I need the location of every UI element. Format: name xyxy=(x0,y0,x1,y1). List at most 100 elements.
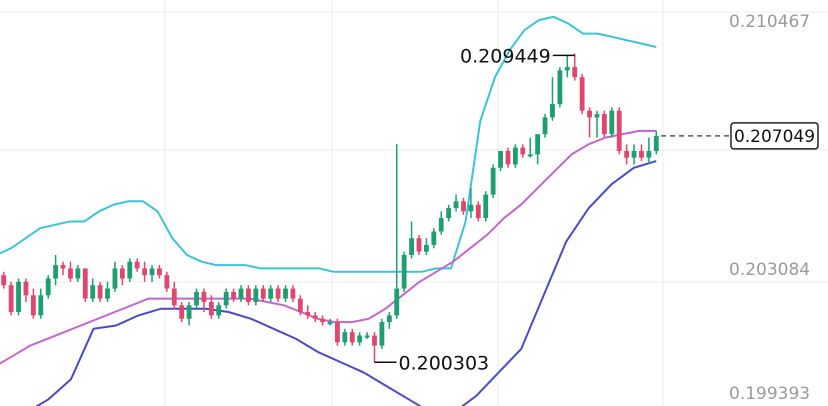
upper-band-line xyxy=(0,15,657,273)
candle-body xyxy=(23,281,29,296)
candle-body xyxy=(260,288,266,299)
candle-body xyxy=(275,288,281,299)
candle-body xyxy=(305,312,311,316)
low-annotation-label: 0.200303 xyxy=(398,352,489,374)
candle-body xyxy=(431,231,437,245)
middle-band-line xyxy=(0,129,657,365)
candle-body xyxy=(564,67,570,71)
candle-body xyxy=(394,288,400,316)
candle-body xyxy=(550,104,555,118)
candle-body xyxy=(134,261,140,269)
candle-body xyxy=(186,305,192,319)
candle-body xyxy=(208,301,214,316)
candle-body xyxy=(490,167,496,195)
candle-body xyxy=(142,268,148,276)
candle-body xyxy=(631,150,637,158)
candle-body xyxy=(535,134,541,155)
current-price-tag-box xyxy=(730,122,819,150)
candle-body xyxy=(231,291,237,299)
lower-band-line xyxy=(35,160,657,406)
candle-body xyxy=(45,278,51,296)
candle-body xyxy=(53,265,59,279)
candle-body xyxy=(327,322,333,325)
candle-body xyxy=(30,295,36,316)
candle-body xyxy=(201,291,207,302)
candle-body xyxy=(639,150,644,158)
candle-body xyxy=(75,268,81,279)
candle-body xyxy=(38,295,44,316)
candle-body xyxy=(416,238,422,252)
candle-body xyxy=(364,335,370,338)
candle-body xyxy=(290,288,296,299)
candle-body xyxy=(157,268,162,276)
candles-group xyxy=(1,53,659,363)
current-price-tag-label: 0.207049 xyxy=(734,127,815,147)
annotations: 0.209449 0.200303 xyxy=(374,45,575,374)
candle-body xyxy=(246,288,251,302)
candle-body xyxy=(512,147,518,165)
candle-body xyxy=(253,288,259,302)
candle-body xyxy=(1,275,7,286)
candle-body xyxy=(283,288,288,299)
candle-body xyxy=(483,194,489,219)
candle-body xyxy=(468,204,474,212)
candle-body xyxy=(579,77,585,111)
candle-body xyxy=(335,322,340,343)
candle-body xyxy=(268,288,274,299)
candle-body xyxy=(409,238,414,256)
candle-body xyxy=(179,305,185,319)
candle-body xyxy=(357,335,363,343)
candle-body xyxy=(164,275,170,289)
candle-body xyxy=(520,147,526,155)
candle-body xyxy=(453,201,459,209)
candle-body xyxy=(423,244,429,252)
candle-body xyxy=(646,150,652,158)
candle-body xyxy=(653,135,659,151)
candle-body xyxy=(527,154,533,157)
candle-body xyxy=(379,322,385,346)
candle-body xyxy=(16,281,21,313)
candle-body xyxy=(68,268,73,279)
candle-body xyxy=(127,261,133,279)
candle-body xyxy=(223,291,229,306)
candle-body xyxy=(342,332,348,343)
candle-body xyxy=(8,285,14,313)
candle-body xyxy=(90,285,96,299)
bollinger-bands xyxy=(0,15,657,406)
candle-body xyxy=(372,335,377,346)
candle-body xyxy=(601,114,607,135)
candle-body xyxy=(609,110,615,135)
candle-body xyxy=(401,255,407,289)
y-tick-label: 0.210467 xyxy=(729,12,810,32)
candle-body xyxy=(97,285,103,299)
candle-body xyxy=(498,150,503,168)
candle-body xyxy=(216,305,222,316)
candle-body xyxy=(475,204,481,219)
candle-body xyxy=(505,150,511,165)
y-tick-label: 0.203084 xyxy=(729,260,810,280)
candle-body xyxy=(320,318,325,323)
y-axis: 0.210467 0.203084 0.199393 0.207049 xyxy=(729,12,819,404)
candle-body xyxy=(461,201,466,212)
y-tick-label: 0.199393 xyxy=(729,384,810,404)
candle-body xyxy=(572,67,578,78)
candle-body xyxy=(82,268,88,299)
candle-body xyxy=(594,114,600,118)
candle-body xyxy=(349,332,355,343)
current-price-tag: 0.207049 xyxy=(730,122,819,150)
candle-body xyxy=(446,208,452,219)
candle-body xyxy=(438,218,444,232)
candle-body xyxy=(624,150,630,158)
candle-body xyxy=(171,288,177,306)
candle-body xyxy=(297,298,303,313)
candle-body xyxy=(616,110,622,151)
candle-body xyxy=(542,117,548,135)
candle-body xyxy=(557,70,563,105)
candle-body xyxy=(238,288,244,299)
high-annotation-label: 0.209449 xyxy=(460,45,551,67)
candle-body xyxy=(105,288,110,299)
candle-body xyxy=(112,268,118,289)
candle-body xyxy=(194,291,199,306)
